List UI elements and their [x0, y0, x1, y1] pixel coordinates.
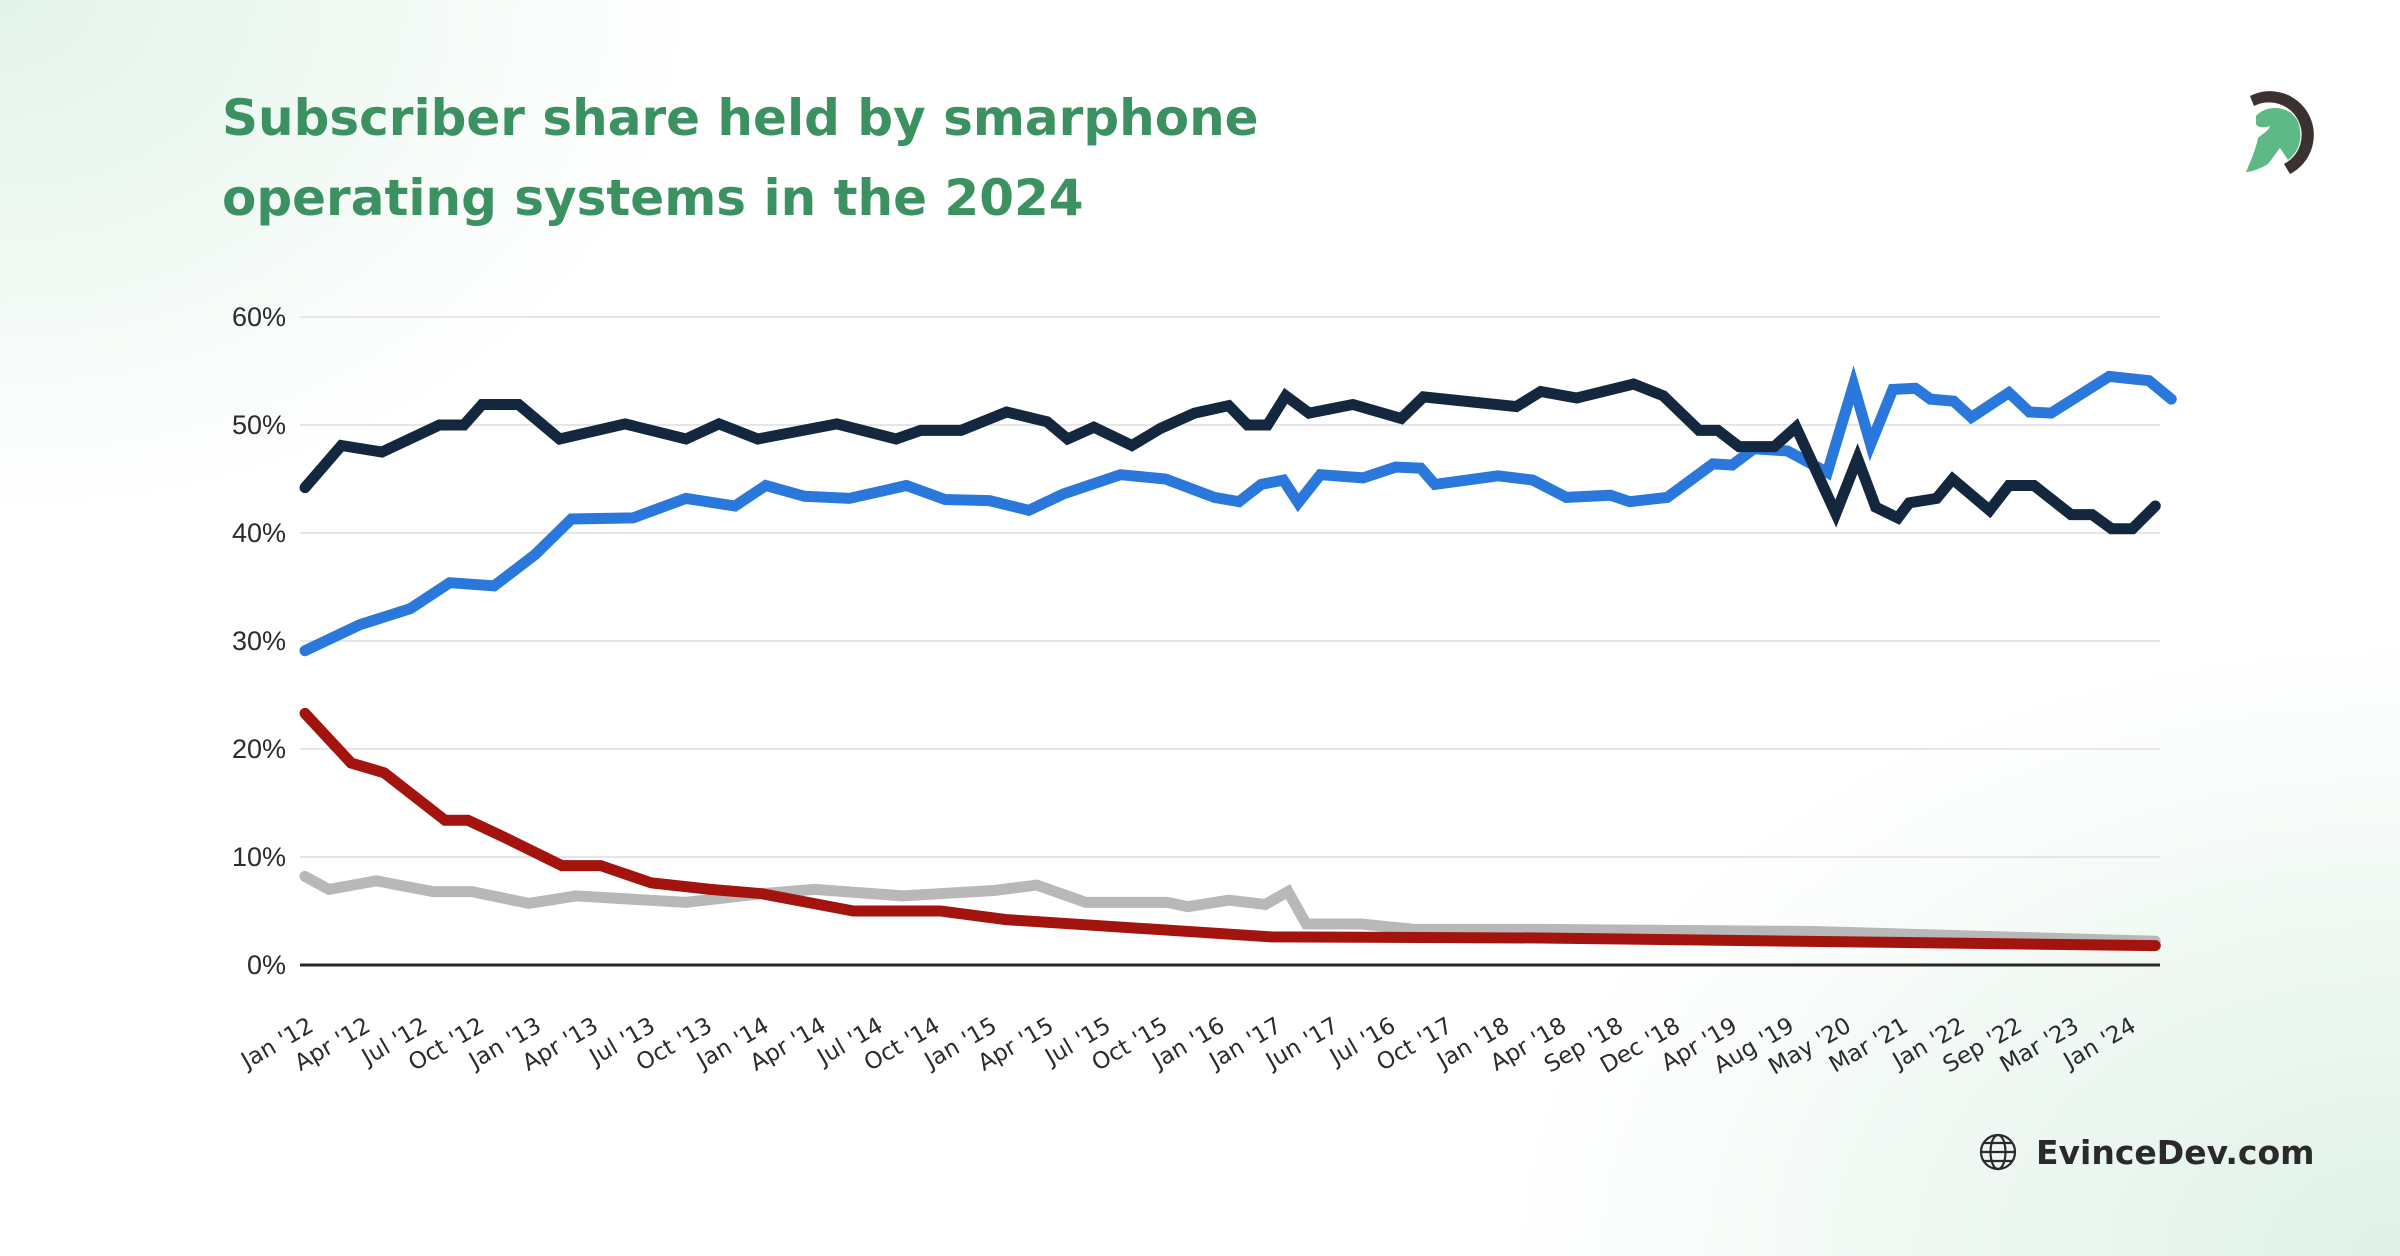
y-axis-ticks: 0% 10% 20% 30% 40% 50% 60%	[232, 302, 286, 980]
series-line-1	[299, 870, 2161, 947]
y-tick-label: 0%	[247, 950, 286, 980]
chart-title: Subscriber share held by smarphone opera…	[222, 89, 1259, 227]
y-tick-label: 10%	[232, 842, 286, 872]
y-tick-label: 50%	[232, 410, 286, 440]
y-tick-label: 40%	[232, 518, 286, 548]
y-tick-label: 60%	[232, 302, 286, 332]
footer: EvinceDev.com	[1978, 1132, 2315, 1172]
spartan-helmet-logo	[2246, 91, 2314, 174]
series-line-2	[299, 707, 2161, 952]
series-lines	[299, 365, 2177, 952]
series-line-4	[299, 378, 2161, 535]
y-tick-label: 30%	[232, 626, 286, 656]
globe-icon	[1979, 1133, 2017, 1171]
gridlines	[300, 316, 2160, 858]
y-tick-label: 20%	[232, 734, 286, 764]
website-link[interactable]: EvinceDev.com	[2036, 1132, 2315, 1172]
series-line-3	[299, 365, 2177, 657]
